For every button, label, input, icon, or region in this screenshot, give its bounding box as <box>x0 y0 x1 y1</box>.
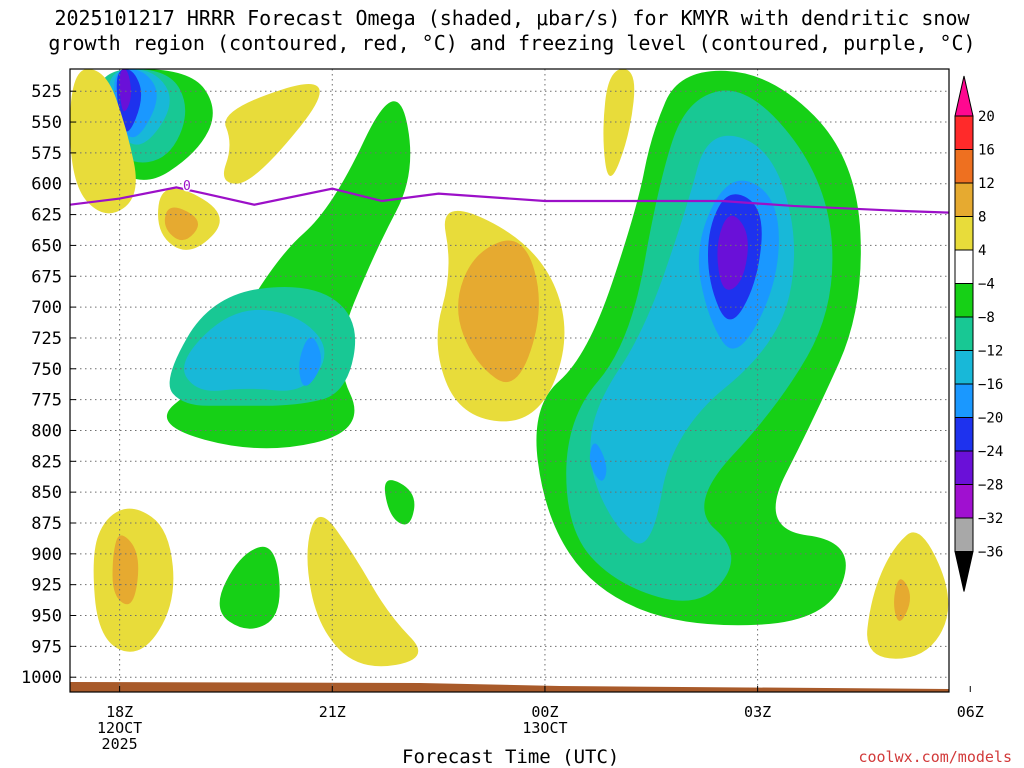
x-axis-title: Forecast Time (UTC) <box>402 746 620 768</box>
y-tick-label: 875 <box>31 514 62 534</box>
omega-region <box>589 443 607 481</box>
y-tick-label: 1000 <box>21 668 62 688</box>
y-tick-label: 900 <box>31 545 62 565</box>
colorbar-label: 4 <box>978 243 986 259</box>
omega-region <box>717 215 748 290</box>
colorbar-label: 16 <box>978 143 995 159</box>
omega-region <box>894 579 911 621</box>
freezing-level-line <box>70 186 949 214</box>
x-tick-label: 18Z <box>106 703 133 721</box>
x-tick-label: 13OCT <box>522 719 567 737</box>
y-tick-label: 975 <box>31 637 62 657</box>
x-tick-label: 00Z <box>531 703 558 721</box>
omega-region <box>185 361 202 379</box>
y-tick-label: 700 <box>31 298 62 318</box>
colorbar-bin <box>954 182 974 217</box>
colorbar-label: −32 <box>978 511 1003 527</box>
colorbar-label: −12 <box>978 344 1003 360</box>
colorbar-bin <box>954 450 974 485</box>
y-tick-label: 525 <box>31 82 62 102</box>
y-tick-label: 600 <box>31 175 62 195</box>
y-tick-label: 650 <box>31 236 62 256</box>
omega-region <box>184 309 325 391</box>
colorbar-label: −20 <box>978 411 1003 427</box>
colorbar-bin <box>954 484 974 519</box>
omega-region <box>458 240 539 383</box>
y-tick-label: 575 <box>31 144 62 164</box>
y-tick-label: 675 <box>31 267 62 287</box>
colorbar-bin <box>954 517 974 552</box>
colorbar-bin <box>954 417 974 452</box>
omega-region <box>384 480 415 525</box>
x-tick-label: 06Z <box>957 703 984 721</box>
chart-title-line2: growth region (contoured, red, °C) and f… <box>48 31 976 55</box>
grid-lines <box>70 69 949 692</box>
colorbar-bin <box>954 115 974 150</box>
omega-region <box>307 516 419 667</box>
colorbar-under-arrow <box>954 551 974 592</box>
freezing-level-label: 0 <box>183 179 191 194</box>
colorbar-bin <box>954 149 974 184</box>
y-tick-label: 925 <box>31 576 62 596</box>
colorbar-bin <box>954 216 974 251</box>
y-tick-label: 850 <box>31 483 62 503</box>
omega-region <box>112 535 139 605</box>
y-tick-label: 825 <box>31 452 62 472</box>
y-axis: 525 550 575 600 625 650 675 700 725 750 775 800 825 8… <box>21 82 76 688</box>
colorbar-label: −16 <box>978 377 1003 393</box>
colorbar-label: −24 <box>978 444 1003 460</box>
x-axis: 18Z12OCT202521Z00Z13OCT03Z06Z09Z <box>97 686 984 753</box>
y-tick-label: 800 <box>31 421 62 441</box>
omega-region <box>603 69 635 177</box>
y-tick-label: 750 <box>31 360 62 380</box>
x-tick-label: 03Z <box>744 703 771 721</box>
freezing-level-layer: 0 <box>70 177 949 214</box>
chart-title: 2025101217 HRRR Forecast Omega (shaded, … <box>0 6 1024 56</box>
colorbar: 20 16 12 8 4 −4 −8 −12 −16 −20 −24 −28 −32 −36 <box>954 75 1003 592</box>
colorbar-bin <box>954 283 974 318</box>
colorbar-label: 8 <box>978 210 986 226</box>
ground-layer <box>70 682 949 692</box>
colorbar-label: −8 <box>978 310 995 326</box>
omega-region <box>219 546 280 629</box>
colorbar-label: −4 <box>978 277 995 293</box>
colorbar-label: −36 <box>978 545 1003 561</box>
y-tick-label: 550 <box>31 113 62 133</box>
x-tick-label: 2025 <box>102 735 138 753</box>
y-tick-label: 625 <box>31 206 62 226</box>
x-tick-label: 21Z <box>319 703 346 721</box>
x-tick-label: 12OCT <box>97 719 142 737</box>
colorbar-label: 20 <box>978 109 995 125</box>
colorbar-bin <box>954 316 974 351</box>
credit-link[interactable]: coolwx.com/models <box>858 748 1012 766</box>
chart-title-line1: 2025101217 HRRR Forecast Omega (shaded, … <box>54 6 970 30</box>
colorbar-bin <box>954 249 974 284</box>
plot-frame <box>69 68 950 693</box>
omega-shading <box>70 69 949 667</box>
omega-region <box>164 207 199 241</box>
colorbar-bin <box>954 383 974 418</box>
colorbar-label: −28 <box>978 478 1003 494</box>
y-tick-label: 725 <box>31 329 62 349</box>
omega-region <box>70 69 136 214</box>
y-tick-label: 950 <box>31 607 62 627</box>
y-tick-label: 775 <box>31 391 62 411</box>
colorbar-bin <box>954 350 974 385</box>
omega-region <box>223 84 320 184</box>
omega-region <box>299 337 321 386</box>
omega-region <box>119 69 131 112</box>
colorbar-label: 12 <box>978 176 995 192</box>
colorbar-over-arrow <box>954 75 974 117</box>
